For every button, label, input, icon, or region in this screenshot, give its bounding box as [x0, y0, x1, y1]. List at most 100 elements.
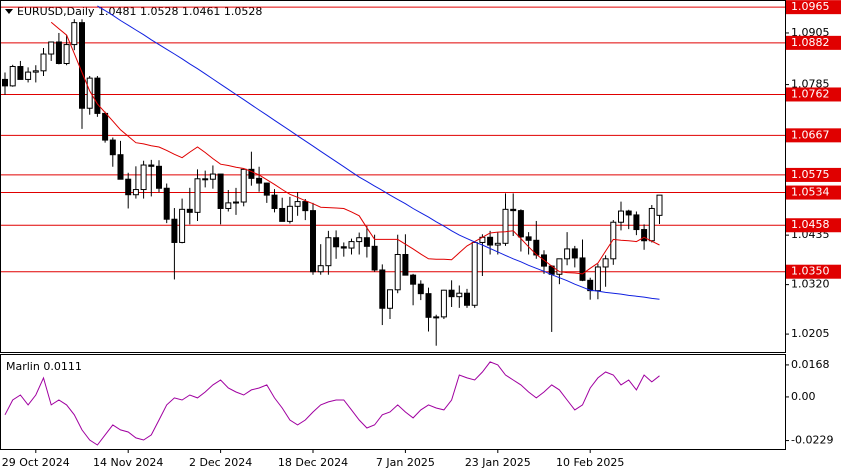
level-label: 1.0667: [791, 128, 830, 141]
level-label: 1.0882: [791, 36, 830, 49]
candle-body: [502, 208, 509, 244]
candle-body: [402, 254, 409, 276]
level-label-box: [786, 0, 841, 15]
candle-body: [302, 201, 309, 212]
y-tick-label: 0.0168: [791, 358, 830, 371]
candle-body: [63, 44, 70, 65]
candle-body: [240, 168, 247, 203]
candle-body: [571, 248, 578, 259]
level-label: 1.0762: [791, 87, 830, 100]
candle-body: [48, 41, 55, 55]
candle-body: [379, 269, 386, 309]
indicator-panel-frame: [0, 354, 786, 450]
x-tick-label: 2 Dec 2024: [189, 456, 252, 469]
level-label-box: [786, 87, 841, 102]
candle-body: [94, 77, 101, 114]
candle-body: [2, 78, 8, 87]
level-label: 1.0965: [791, 0, 830, 13]
candle-body: [279, 207, 286, 222]
candle-body: [387, 289, 393, 309]
x-tick-label: 29 Oct 2024: [2, 456, 70, 469]
candle-body: [440, 289, 447, 318]
candle-body: [340, 246, 347, 249]
candle-body: [248, 168, 255, 179]
candle-body: [625, 210, 632, 216]
candle-body: [171, 218, 178, 243]
y-tick-label: 1.0785: [791, 78, 830, 91]
candle-body: [641, 229, 648, 242]
candle-body: [225, 202, 232, 209]
candle-body: [356, 237, 363, 243]
candle-body: [456, 292, 463, 298]
x-tick-label: 7 Jan 2025: [376, 456, 435, 469]
candle-body: [102, 112, 109, 141]
candle-body: [517, 210, 524, 238]
level-label: 1.0458: [791, 218, 830, 231]
candle-body: [286, 205, 293, 222]
candle-body: [186, 208, 193, 213]
candle-body: [294, 201, 301, 207]
candle-body: [156, 165, 162, 189]
candle-body: [132, 189, 139, 196]
candle-body: [194, 178, 201, 213]
candle-body: [363, 237, 370, 247]
candle-body: [471, 241, 478, 306]
candle-body: [202, 178, 209, 181]
level-label-box: [786, 218, 841, 233]
y-tick-label: 1.0320: [791, 278, 830, 291]
candle-body: [556, 258, 563, 275]
y-tick-label: 1.0905: [791, 26, 830, 39]
candle-body: [263, 182, 270, 196]
candle-body: [510, 208, 517, 212]
candle-body: [117, 154, 124, 180]
candle-body: [310, 210, 316, 273]
candle-body: [148, 164, 155, 167]
candle-body: [448, 289, 455, 298]
indicator-line: [97, 5, 660, 300]
candle-body: [656, 194, 663, 216]
y-tick-label: -0.0229: [791, 434, 833, 447]
candle-body: [494, 242, 501, 246]
candle-body: [209, 173, 216, 180]
level-label-box: [786, 167, 841, 182]
chart-title: EURUSD,Daily 1.0481 1.0528 1.0461 1.0528: [17, 5, 262, 18]
candle-body: [71, 22, 78, 46]
candle-body: [410, 274, 417, 285]
candle-body: [271, 194, 278, 209]
candle-body: [394, 254, 401, 291]
candle-body: [9, 66, 16, 87]
candle-body: [25, 71, 32, 80]
candle-body: [333, 237, 340, 248]
candle-body: [464, 292, 470, 306]
level-label: 1.0575: [791, 168, 830, 181]
candle-body: [256, 177, 263, 184]
candle-body: [233, 201, 239, 204]
x-tick-label: 18 Dec 2024: [278, 456, 348, 469]
candle-body: [40, 53, 47, 72]
indicator-line: [4, 361, 660, 446]
candle-body: [564, 248, 571, 260]
x-tick-label: 10 Feb 2025: [556, 456, 624, 469]
candle-body: [55, 41, 62, 65]
level-label: 1.0534: [791, 186, 830, 199]
candle-body: [433, 316, 440, 319]
candle-body: [487, 236, 494, 246]
candle-body: [633, 214, 640, 231]
candle-body: [179, 208, 186, 243]
candle-body: [86, 77, 93, 109]
level-label-box: [786, 264, 841, 279]
candle-body: [32, 70, 39, 73]
x-tick-label: 14 Nov 2024: [93, 456, 163, 469]
candle-body: [618, 210, 624, 223]
candle-body: [425, 293, 432, 318]
candle-body: [109, 139, 116, 156]
level-label: 1.0350: [791, 265, 830, 278]
candle-body: [594, 266, 601, 292]
indicator-line: [50, 21, 660, 275]
candle-body: [125, 178, 132, 196]
candle-body: [348, 241, 355, 249]
candle-body: [525, 236, 532, 241]
level-label-box: [786, 35, 841, 50]
